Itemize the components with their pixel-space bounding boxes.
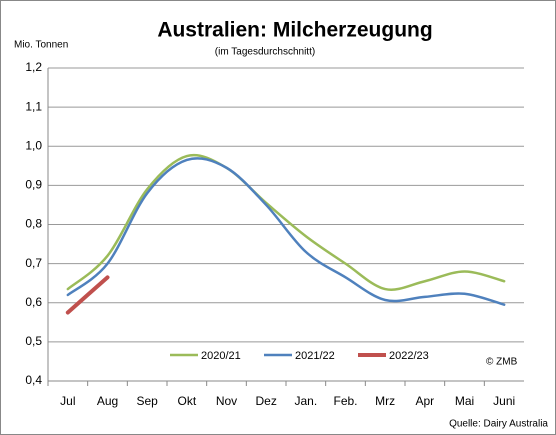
x-tick-label: Dez xyxy=(255,394,276,408)
x-tick-label: Mai xyxy=(455,394,474,408)
legend-label: 2021/22 xyxy=(295,350,335,362)
x-tick-label: Jan. xyxy=(294,394,317,408)
y-tick-label: 0,5 xyxy=(25,334,42,348)
x-tick-label: Okt xyxy=(177,394,196,408)
series-line xyxy=(65,275,110,315)
x-tick-label: Mrz xyxy=(375,394,395,408)
x-tick-label: Aug xyxy=(97,394,118,408)
y-tick-label: 1,1 xyxy=(25,99,42,113)
series-line xyxy=(66,153,506,291)
y-tick-label: 0,6 xyxy=(25,295,42,309)
y-tick-label: 0,7 xyxy=(25,256,42,270)
y-tick-label: 1,0 xyxy=(25,138,42,152)
series-line xyxy=(66,157,506,306)
y-tick-label: 0,9 xyxy=(25,178,42,192)
x-tick-label: Sep xyxy=(136,394,158,408)
legend-label: 2020/21 xyxy=(201,350,241,362)
legend-label: 2022/23 xyxy=(389,350,429,362)
annotation: © ZMB xyxy=(486,357,518,368)
source: Quelle: Dairy Australia xyxy=(449,419,548,430)
chart-subtitle: (im Tagesdurchschnitt) xyxy=(215,47,315,58)
x-tick-label: Feb. xyxy=(333,394,357,408)
x-tick-label: Jul xyxy=(60,394,75,408)
y-tick-label: 0,8 xyxy=(25,217,42,231)
y-axis-label: Mio. Tonnen xyxy=(14,40,68,51)
x-tick-label: Juni xyxy=(493,394,515,408)
y-tick-label: 0,4 xyxy=(25,373,42,387)
x-tick-label: Apr xyxy=(415,394,434,408)
y-tick-label: 1,2 xyxy=(25,60,42,74)
x-tick-label: Nov xyxy=(216,394,237,408)
chart-title: Australien: Milcherzeugung xyxy=(157,19,432,42)
